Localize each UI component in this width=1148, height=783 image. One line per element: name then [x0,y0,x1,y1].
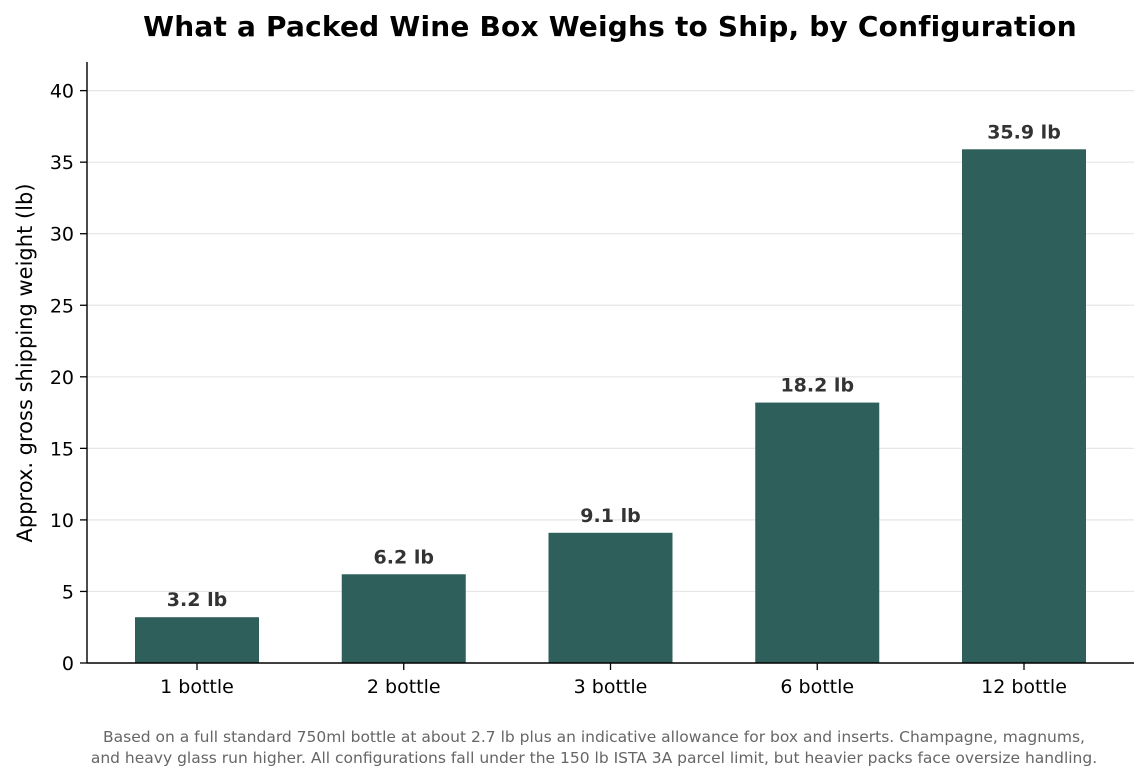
footnote-line-2: and heavy glass run higher. All configur… [90,749,1098,767]
data-label: 9.1 lb [580,505,640,527]
bar-2-bottle [341,574,466,663]
data-label: 18.2 lb [780,375,854,397]
x-tick-label: 3 bottle [574,676,648,698]
bar-3-bottle [548,532,673,663]
y-tick-label: 0 [62,653,74,675]
bar-6-bottle [755,402,880,663]
y-tick-label: 25 [50,295,74,317]
y-axis-label: Approx. gross shipping weight (lb) [13,183,37,542]
bar-1-bottle [135,617,259,663]
bar-12-bottle [962,149,1086,664]
x-tick-label: 6 bottle [780,676,854,698]
x-axis: 1 bottle 2 bottle 3 bottle 6 bottle 12 bottl… [87,662,1134,698]
x-tick-label: 12 bottle [981,676,1067,698]
y-tick-label: 20 [50,367,74,389]
y-tick-label: 40 [50,81,74,103]
gridlines [87,90,1134,593]
chart-title: What a Packed Wine Box Weighs to Ship, b… [143,10,1077,43]
bars: 3.2 lb 6.2 lb 9.1 lb 18.2 lb 35.9 lb [135,121,1086,664]
x-tick-label: 2 bottle [367,676,441,698]
y-tick-label: 15 [50,438,74,460]
footnote: Based on a full standard 750ml bottle at… [40,727,1148,769]
data-label: 3.2 lb [167,589,227,611]
data-label: 6.2 lb [374,546,434,568]
y-axis: 0 5 10 15 20 25 30 35 40 [50,62,88,675]
footnote-line-1: Based on a full standard 750ml bottle at… [103,728,1085,746]
data-label: 35.9 lb [987,121,1061,143]
x-tick-label: 1 bottle [160,676,234,698]
y-tick-label: 30 [50,224,74,246]
y-tick-label: 10 [50,510,74,532]
y-tick-label: 5 [62,581,74,603]
y-tick-label: 35 [50,152,74,174]
